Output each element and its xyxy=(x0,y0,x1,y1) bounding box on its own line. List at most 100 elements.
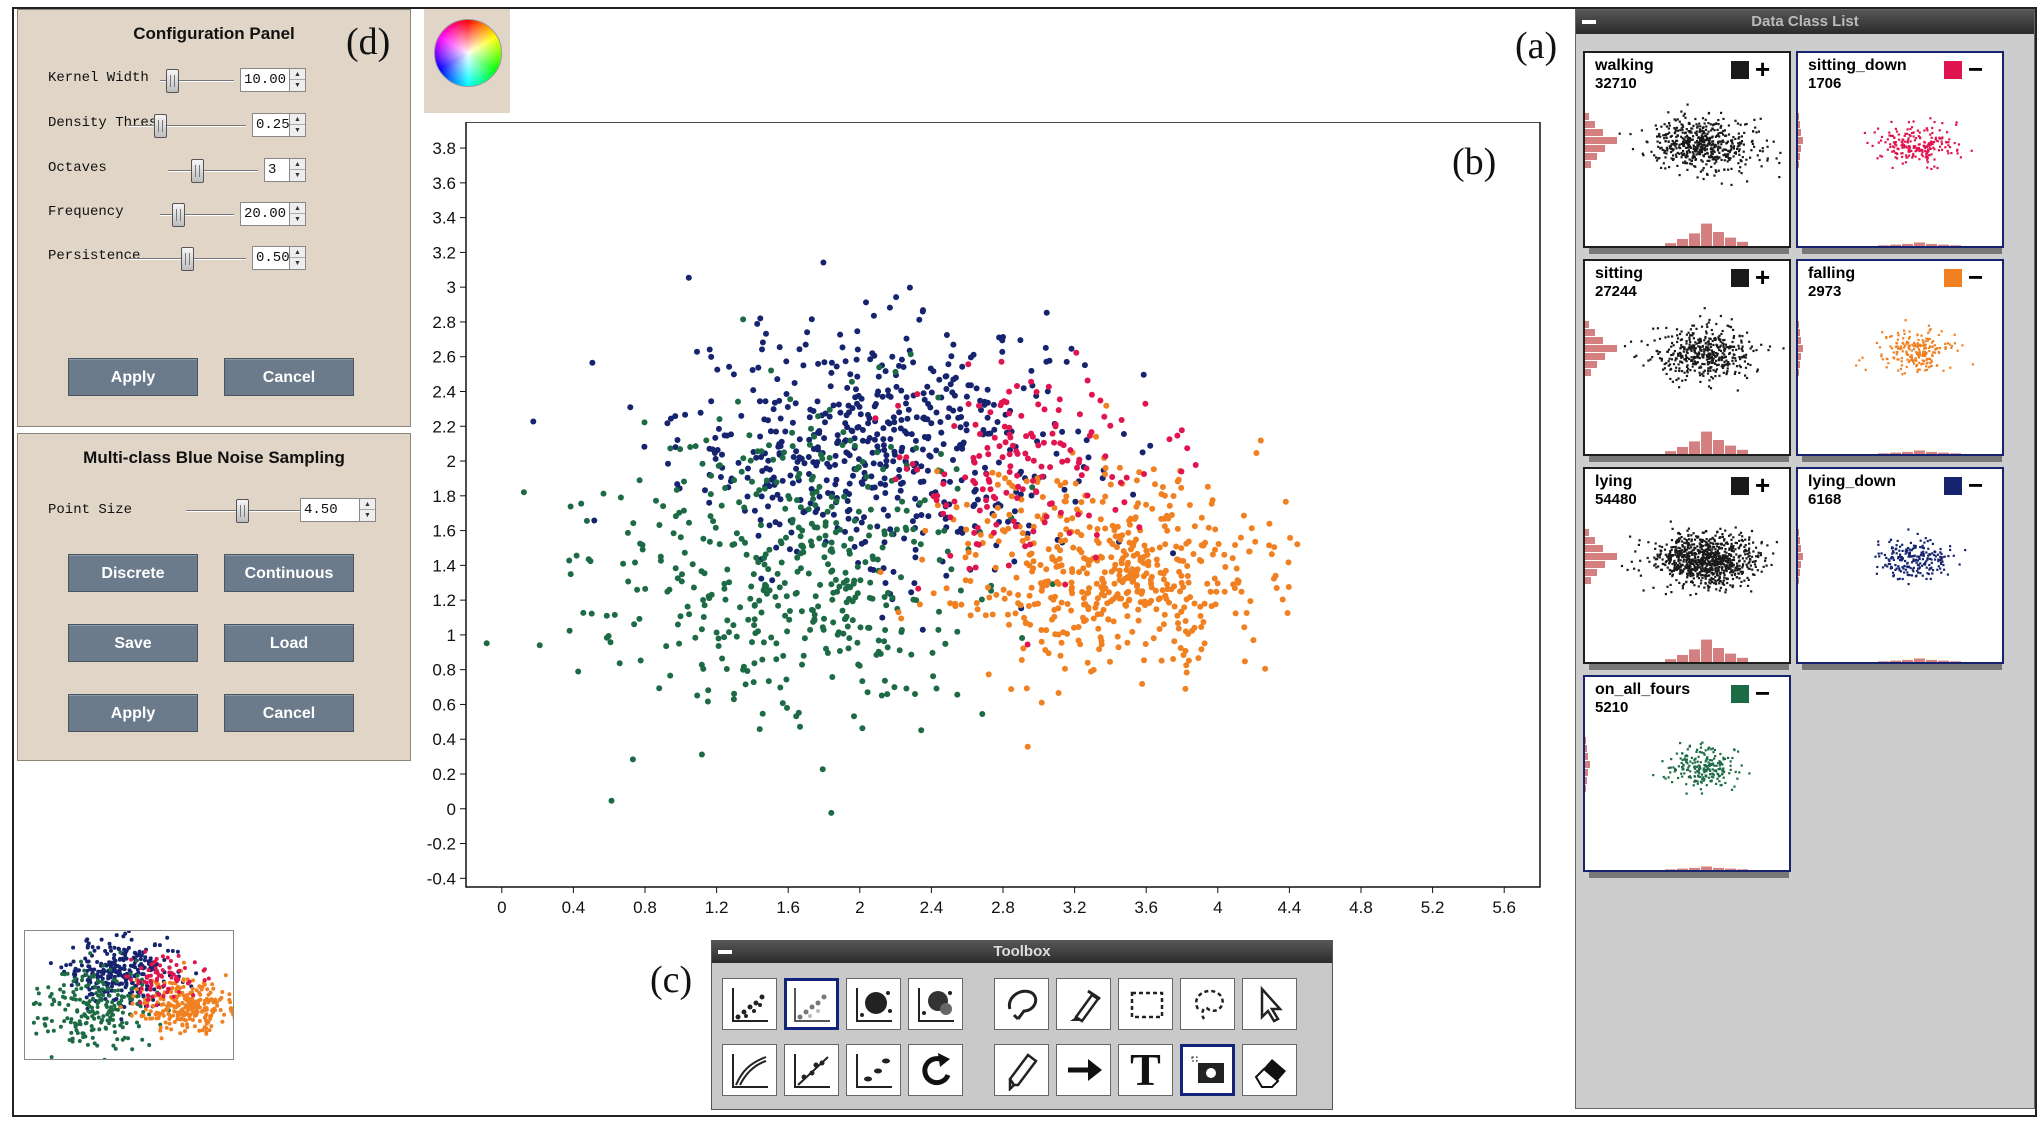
param-slider[interactable] xyxy=(168,170,258,172)
add-class-icon[interactable]: + xyxy=(1755,262,1771,292)
add-class-icon[interactable]: + xyxy=(1755,54,1771,84)
tool-camera-button[interactable] xyxy=(1180,1044,1235,1096)
scatter-point xyxy=(1130,552,1137,559)
class-point xyxy=(1716,128,1719,131)
scatter-point xyxy=(871,484,878,491)
remove-class-icon[interactable]: − xyxy=(1968,262,1984,292)
point-size-spin-buttons[interactable]: ▲ ▼ xyxy=(359,499,375,521)
scatter-point xyxy=(700,535,707,542)
minimap-point xyxy=(157,1013,162,1018)
tool-refresh-button[interactable] xyxy=(908,1044,963,1096)
param-slider-thumb[interactable] xyxy=(166,69,180,93)
param-slider-thumb[interactable] xyxy=(172,203,186,227)
tool-eraser-button[interactable] xyxy=(1242,1044,1297,1096)
class-point xyxy=(1918,352,1922,355)
minimap-point xyxy=(71,959,76,964)
param-slider[interactable] xyxy=(160,214,234,216)
class-point xyxy=(1914,344,1917,348)
sampling-cancel-button[interactable]: Cancel xyxy=(224,694,354,732)
config-cancel-button[interactable]: Cancel xyxy=(224,358,354,396)
minimap-point xyxy=(176,953,181,958)
class-card[interactable]: walking 32710 + xyxy=(1583,51,1791,248)
param-slider-thumb[interactable] xyxy=(154,114,168,138)
histogram-bar-y xyxy=(1798,129,1801,136)
continuous-button[interactable]: Continuous xyxy=(224,554,354,592)
config-apply-button[interactable]: Apply xyxy=(68,358,198,396)
tool-faded-scatter-button[interactable] xyxy=(784,978,839,1030)
class-card[interactable]: lying 54480 + xyxy=(1583,467,1791,664)
class-card[interactable]: sitting 27244 + xyxy=(1583,259,1791,456)
save-button[interactable]: Save xyxy=(68,624,198,662)
class-point xyxy=(1715,368,1718,371)
tool-pen-button[interactable] xyxy=(994,1044,1049,1096)
param-slider-thumb[interactable] xyxy=(191,159,205,183)
param-spin-buttons[interactable]: ▲ ▼ xyxy=(289,69,305,91)
scatter-plot[interactable]: 0 0.4 0.8 1.2 1.6 2 2.4 2.8 3.2 3.6 4 4.4 4.8 5.2 5.6-… xyxy=(424,121,1546,937)
scatter-plot-svg[interactable]: 0 0.4 0.8 1.2 1.6 2 2.4 2.8 3.2 3.6 4 4.4 4.8 5.2 5.6-… xyxy=(424,121,1546,937)
overview-minimap[interactable] xyxy=(24,930,234,1060)
param-spin-buttons[interactable]: ▲ ▼ xyxy=(289,159,305,181)
tool-scatter-dots-button[interactable] xyxy=(722,978,777,1030)
param-slider-thumb[interactable] xyxy=(180,247,194,271)
load-button[interactable]: Load xyxy=(224,624,354,662)
minimap-point xyxy=(223,973,228,978)
class-point xyxy=(1914,357,1917,360)
scatter-point xyxy=(814,459,821,466)
scatter-point xyxy=(841,458,848,465)
param-spinbox[interactable]: 0.50 ▲ ▼ xyxy=(252,246,306,270)
class-point xyxy=(1901,373,1904,376)
remove-class-icon[interactable]: − xyxy=(1968,54,1984,84)
class-point xyxy=(1855,364,1858,367)
param-spin-buttons[interactable]: ▲ ▼ xyxy=(289,247,305,269)
color-wheel-icon[interactable] xyxy=(434,19,502,87)
tool-text-button[interactable]: T xyxy=(1118,1044,1173,1096)
param-slider[interactable] xyxy=(160,80,234,82)
class-point xyxy=(1689,570,1692,573)
tool-paint-brush-button[interactable] xyxy=(1056,978,1111,1030)
param-spinbox[interactable]: 20.00 ▲ ▼ xyxy=(240,202,306,226)
tool-lasso-select-button[interactable] xyxy=(1180,978,1235,1030)
class-color-swatch[interactable] xyxy=(1731,269,1749,287)
x-tick-label: 1.6 xyxy=(776,898,800,917)
scatter-point xyxy=(791,380,798,386)
tool-density-blob-button[interactable] xyxy=(846,978,901,1030)
tool-regression-button[interactable] xyxy=(784,1044,839,1096)
class-card[interactable]: falling 2973− xyxy=(1796,259,2004,456)
toolbox-collapse-button[interactable] xyxy=(718,950,732,954)
point-size-slider-thumb[interactable] xyxy=(235,499,249,523)
tool-lasso-fill-button[interactable] xyxy=(994,978,1049,1030)
tool-density-splat-button[interactable] xyxy=(908,978,963,1030)
class-color-swatch[interactable] xyxy=(1944,61,1962,79)
param-spinbox[interactable]: 10.00 ▲ ▼ xyxy=(240,68,306,92)
param-spin-buttons[interactable]: ▲ ▼ xyxy=(289,114,305,136)
class-point xyxy=(1694,117,1697,121)
minimap-svg[interactable] xyxy=(25,931,234,1060)
class-point xyxy=(1688,343,1691,346)
tool-rect-select-button[interactable] xyxy=(1118,978,1173,1030)
param-spin-buttons[interactable]: ▲ ▼ xyxy=(289,203,305,225)
scatter-point xyxy=(1026,592,1033,599)
class-color-swatch[interactable] xyxy=(1944,269,1962,287)
tool-arrow-button[interactable] xyxy=(1056,1044,1111,1096)
class-point xyxy=(1894,156,1897,159)
class-point xyxy=(1897,358,1900,361)
class-card[interactable]: sitting_down 1706− xyxy=(1796,51,2004,248)
minimap-point xyxy=(181,978,186,983)
classlist-collapse-button[interactable] xyxy=(1582,20,1596,24)
color-wheel-widget[interactable] xyxy=(424,9,510,113)
point-size-spinbox[interactable]: 4.50 ▲ ▼ xyxy=(300,498,376,522)
param-spinbox[interactable]: 0.25 ▲ ▼ xyxy=(252,113,306,137)
class-point xyxy=(1909,359,1912,362)
discrete-button[interactable]: Discrete xyxy=(68,554,198,592)
minimap-point xyxy=(140,1037,145,1042)
tool-curve-fit-button[interactable] xyxy=(722,1044,777,1096)
param-slider[interactable] xyxy=(128,125,246,127)
tool-cluster-split-button[interactable] xyxy=(846,1044,901,1096)
class-point xyxy=(1738,153,1741,156)
tool-pointer-button[interactable] xyxy=(1242,978,1297,1030)
class-point xyxy=(1689,146,1692,149)
param-spinbox[interactable]: 3 ▲ ▼ xyxy=(264,158,306,182)
class-color-swatch[interactable] xyxy=(1731,61,1749,79)
class-point xyxy=(1658,357,1662,360)
sampling-apply-button[interactable]: Apply xyxy=(68,694,198,732)
